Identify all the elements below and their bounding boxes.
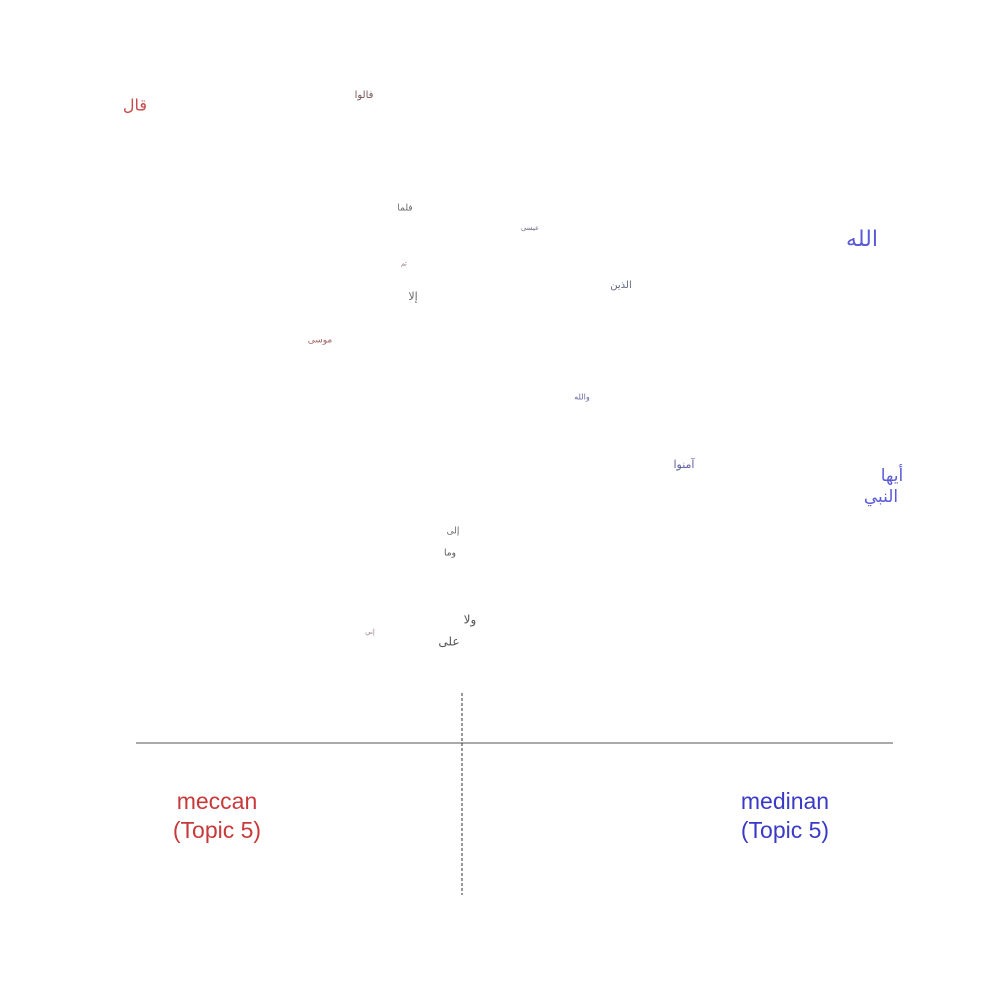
word: آمنوا bbox=[673, 457, 695, 471]
left-label: meccan bbox=[177, 788, 258, 814]
word: فالوا bbox=[355, 90, 374, 101]
left-label: (Topic 5) bbox=[173, 817, 261, 843]
word: قال bbox=[123, 96, 147, 115]
word: على bbox=[438, 635, 459, 649]
word: أيها bbox=[881, 464, 903, 486]
word: الذين bbox=[610, 280, 631, 291]
word: ولا bbox=[464, 613, 477, 628]
word: الله bbox=[846, 227, 878, 252]
word: النبي bbox=[864, 487, 898, 507]
word: إني bbox=[365, 628, 375, 636]
word: ثم bbox=[401, 261, 407, 268]
word: إلا bbox=[408, 290, 417, 303]
word: وما bbox=[444, 549, 456, 559]
word: فلما bbox=[397, 204, 412, 214]
right-label: (Topic 5) bbox=[741, 817, 829, 843]
word: عيسى bbox=[521, 224, 539, 232]
right-label: medinan bbox=[741, 788, 829, 814]
word: موسى bbox=[308, 336, 333, 346]
word: إلى bbox=[447, 527, 460, 537]
word: والله bbox=[574, 393, 590, 402]
